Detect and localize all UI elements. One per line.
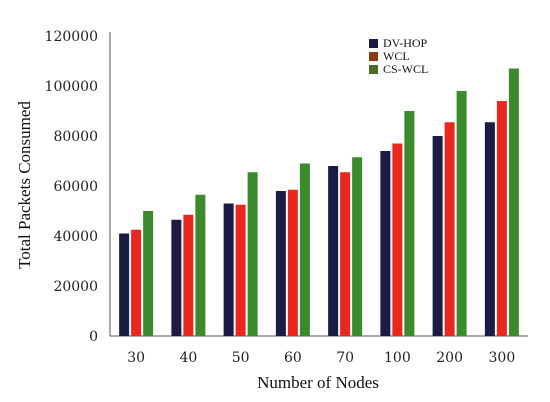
y-tick-label: 0 bbox=[89, 329, 98, 345]
x-tick-label: 30 bbox=[127, 350, 145, 366]
bar-dv-hop-50 bbox=[223, 203, 234, 336]
bar-dv-hop-30 bbox=[119, 233, 130, 336]
bar-wcl-200 bbox=[444, 122, 455, 336]
y-tick-label: 120000 bbox=[45, 29, 98, 45]
x-tick-label: 300 bbox=[489, 350, 516, 366]
bars bbox=[119, 68, 519, 336]
legend-label: WCL bbox=[383, 49, 410, 63]
bar-dv-hop-200 bbox=[432, 136, 443, 336]
bar-cs-wcl-50 bbox=[247, 172, 258, 336]
x-tick-label: 50 bbox=[232, 350, 250, 366]
bar-wcl-50 bbox=[235, 204, 246, 336]
legend-label: DV-HOP bbox=[383, 36, 428, 50]
bar-cs-wcl-60 bbox=[299, 163, 310, 336]
x-tick-label: 100 bbox=[384, 350, 411, 366]
bar-cs-wcl-100 bbox=[404, 111, 415, 336]
x-tick-labels: 30 40 50 60 70 100 200 300 bbox=[127, 350, 515, 366]
y-tick-label: 100000 bbox=[45, 79, 98, 95]
x-tick-label: 200 bbox=[436, 350, 463, 366]
bar-cs-wcl-200 bbox=[456, 91, 467, 336]
bar-cs-wcl-30 bbox=[143, 211, 154, 336]
bar-dv-hop-40 bbox=[171, 219, 182, 336]
y-tick-label: 80000 bbox=[53, 129, 98, 145]
x-axis-title: Number of Nodes bbox=[257, 373, 379, 392]
x-tick-label: 60 bbox=[284, 350, 302, 366]
legend-swatch bbox=[369, 39, 378, 48]
bar-wcl-40 bbox=[183, 214, 194, 336]
bar-cs-wcl-70 bbox=[352, 157, 363, 336]
bar-dv-hop-60 bbox=[275, 191, 286, 336]
legend-swatch bbox=[369, 65, 378, 74]
bar-dv-hop-70 bbox=[328, 166, 339, 336]
bar-dv-hop-100 bbox=[380, 151, 391, 336]
bar-cs-wcl-300 bbox=[508, 68, 519, 336]
bar-wcl-30 bbox=[131, 229, 142, 336]
bar-wcl-300 bbox=[496, 101, 507, 336]
bar-wcl-100 bbox=[392, 143, 403, 336]
bar-wcl-70 bbox=[340, 172, 351, 336]
bar-wcl-60 bbox=[287, 189, 298, 336]
x-tick-label: 40 bbox=[179, 350, 197, 366]
y-axis-title: Total Packets Consumed bbox=[15, 101, 34, 269]
y-tick-label: 60000 bbox=[53, 179, 98, 195]
legend-swatch bbox=[369, 52, 378, 61]
bar-cs-wcl-40 bbox=[195, 194, 206, 336]
legend-label: CS-WCL bbox=[383, 62, 428, 76]
y-tick-label: 40000 bbox=[53, 229, 98, 245]
y-tick-label: 20000 bbox=[53, 279, 98, 295]
bar-dv-hop-300 bbox=[484, 122, 495, 336]
y-tick-labels: 0 20000 40000 60000 80000 100000 120000 bbox=[45, 29, 98, 345]
x-tick-label: 70 bbox=[336, 350, 354, 366]
